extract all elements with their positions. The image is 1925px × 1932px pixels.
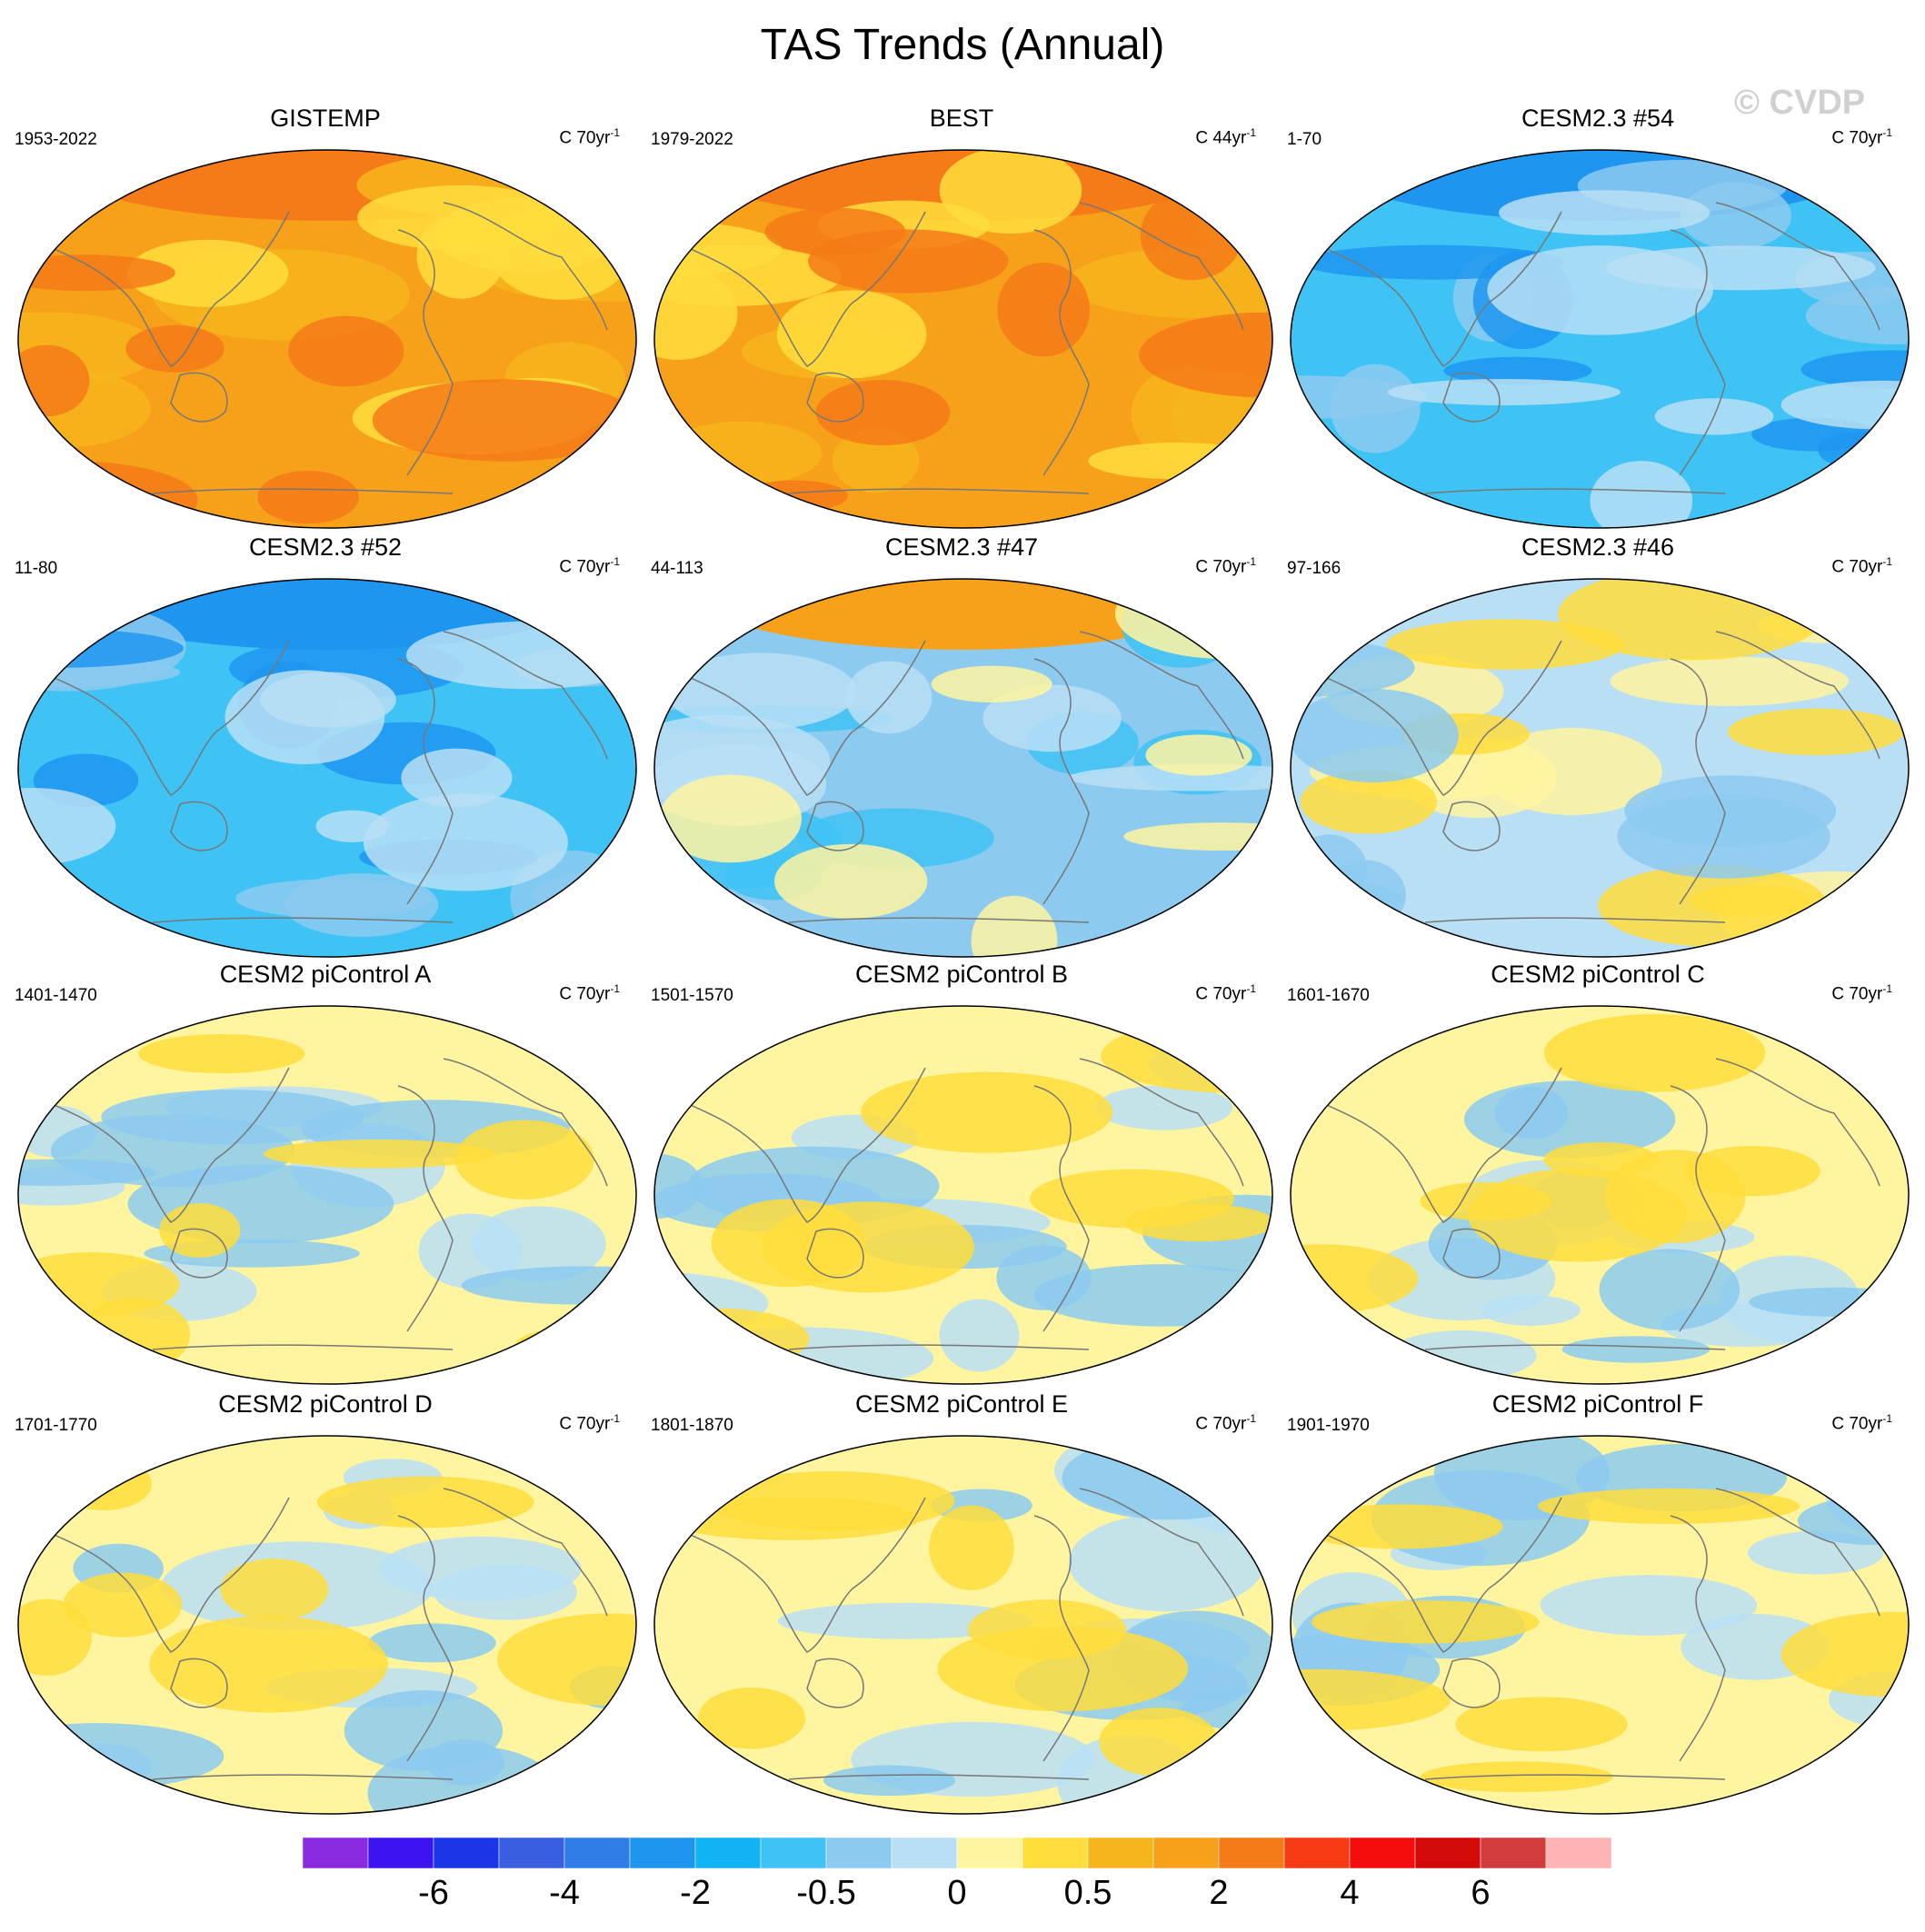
panel-title: CESM2 piControl B	[854, 961, 1069, 988]
panel-units: C 70yr-1	[1195, 555, 1256, 577]
panel-title: CESM2 piControl E	[854, 1390, 1069, 1418]
robinson-map	[653, 578, 1273, 958]
colorbar-label: -6	[418, 1874, 449, 1912]
colorbar-label: 6	[1471, 1874, 1491, 1912]
map-panel: CESM2.3 #47 44-113 C 70yr-1	[643, 533, 1280, 961]
map-panel: CESM2.3 #52 11-80 C 70yr-1	[7, 533, 643, 961]
panel-title: CESM2.3 #54	[1521, 105, 1675, 132]
panel-title: CESM2 piControl D	[218, 1390, 433, 1418]
colorbar-swatch	[1414, 1837, 1481, 1868]
robinson-map	[17, 1435, 637, 1815]
colorbar-swatch	[303, 1837, 369, 1868]
colorbar-swatch	[891, 1837, 958, 1868]
panel-units: C 70yr-1	[559, 555, 620, 577]
colorbar-swatch	[1283, 1837, 1351, 1868]
panel-title: BEST	[929, 105, 994, 132]
panel-units: C 70yr-1	[1831, 555, 1892, 577]
colorbar	[303, 1837, 1611, 1868]
panel-title: CESM2.3 #46	[1521, 533, 1675, 561]
panel-units: C 70yr-1	[559, 1412, 620, 1434]
robinson-map	[17, 1005, 637, 1385]
panel-units: C 70yr-1	[1195, 1412, 1256, 1434]
colorbar-label: -0.5	[796, 1874, 856, 1912]
robinson-map	[1290, 1005, 1910, 1385]
panel-title: CESM2 piControl F	[1491, 1390, 1704, 1418]
colorbar-swatch	[694, 1837, 762, 1868]
colorbar-swatch	[1218, 1837, 1285, 1868]
panel-period: 1953-2022	[15, 130, 97, 149]
robinson-map	[653, 1005, 1273, 1385]
panel-period: 1979-2022	[651, 130, 733, 149]
panel-period: 1801-1870	[651, 1416, 733, 1435]
panel-units: C 70yr-1	[1831, 982, 1892, 1004]
map-panel: CESM2 piControl C 1601-1670 C 70yr-1	[1280, 961, 1916, 1388]
colorbar-swatch	[367, 1837, 434, 1868]
robinson-map	[1290, 578, 1910, 958]
map-panel: CESM2.3 #46 97-166 C 70yr-1	[1280, 533, 1916, 961]
colorbar-swatch	[498, 1837, 565, 1868]
colorbar-swatch	[1087, 1837, 1154, 1868]
colorbar-label: 0.5	[1063, 1874, 1112, 1912]
colorbar-swatch	[629, 1837, 696, 1868]
map-panel: CESM2 piControl D 1701-1770 C 70yr-1	[7, 1390, 643, 1817]
panel-period: 1501-1570	[651, 986, 733, 1005]
map-panel: CESM2 piControl E 1801-1870 C 70yr-1	[643, 1390, 1280, 1817]
panel-title: CESM2.3 #47	[884, 533, 1039, 561]
panel-title: CESM2.3 #52	[248, 533, 403, 561]
panel-period: 44-113	[651, 559, 703, 578]
robinson-map	[653, 1435, 1273, 1815]
robinson-map	[17, 578, 637, 958]
colorbar-swatch	[1545, 1837, 1611, 1868]
colorbar-swatch	[1152, 1837, 1220, 1868]
panel-period: 1-70	[1287, 130, 1322, 149]
panel-title: CESM2 piControl C	[1491, 961, 1705, 988]
panel-period: 11-80	[15, 559, 58, 578]
panel-period: 1401-1470	[15, 986, 97, 1005]
cvdp-watermark: © CVDP	[1734, 84, 1866, 122]
robinson-map	[17, 149, 637, 529]
map-panel: CESM2 piControl A 1401-1470 C 70yr-1	[7, 961, 643, 1388]
panel-period: 97-166	[1287, 559, 1342, 578]
colorbar-swatch	[825, 1837, 893, 1868]
panel-period: 1901-1970	[1287, 1416, 1370, 1435]
colorbar-label: -2	[680, 1874, 711, 1912]
map-panel: CESM2 piControl F 1901-1970 C 70yr-1	[1280, 1390, 1916, 1817]
colorbar-swatch	[956, 1837, 1023, 1868]
map-panel: CESM2 piControl B 1501-1570 C 70yr-1	[643, 961, 1280, 1388]
robinson-map	[653, 149, 1273, 529]
map-panel: GISTEMP 1953-2022 C 70yr-1	[7, 105, 643, 532]
panel-units: C 70yr-1	[1831, 1412, 1892, 1434]
colorbar-swatch	[433, 1837, 500, 1868]
colorbar-swatch	[564, 1837, 631, 1868]
colorbar-label: 0	[947, 1874, 967, 1912]
figure-title: TAS Trends (Annual)	[760, 21, 1165, 69]
panel-title: CESM2 piControl A	[219, 961, 432, 988]
map-panel: BEST 1979-2022 C 44yr-1	[643, 105, 1280, 532]
colorbar-swatch	[760, 1837, 827, 1868]
colorbar-label: 2	[1209, 1874, 1229, 1912]
panel-period: 1601-1670	[1287, 986, 1370, 1005]
robinson-map	[1290, 149, 1910, 529]
colorbar-swatch	[1480, 1837, 1547, 1868]
panel-period: 1701-1770	[15, 1416, 97, 1435]
colorbar-swatch	[1022, 1837, 1089, 1868]
colorbar-label: 4	[1340, 1874, 1360, 1912]
colorbar-label: -4	[549, 1874, 580, 1912]
panel-units: C 44yr-1	[1195, 126, 1256, 148]
panel-title: GISTEMP	[270, 105, 381, 132]
panel-units: C 70yr-1	[559, 126, 620, 148]
panel-units: C 70yr-1	[559, 982, 620, 1004]
map-panel: CESM2.3 #54 1-70 C 70yr-1	[1280, 105, 1916, 532]
colorbar-swatch	[1349, 1837, 1416, 1868]
panel-units: C 70yr-1	[1831, 126, 1892, 148]
panel-units: C 70yr-1	[1195, 982, 1256, 1004]
robinson-map	[1290, 1435, 1910, 1815]
